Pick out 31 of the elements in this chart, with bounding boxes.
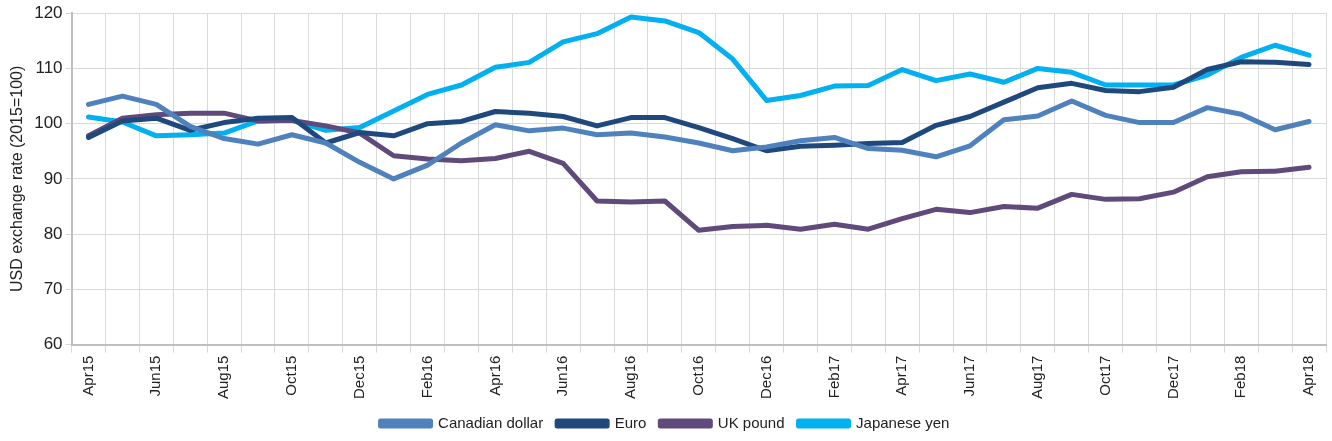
x-tick-label: Jun15 [146,355,164,397]
x-tick-label: Apr18 [1299,355,1317,396]
x-tick-label: Feb18 [1231,355,1249,399]
x-tick-label: Jun17 [960,355,978,397]
legend-label: UK pound [717,413,785,431]
y-tick-label: 70 [43,279,63,299]
x-tick-label: Aug16 [621,355,639,399]
x-tick-label: Dec17 [1163,355,1181,399]
x-tick-label: Oct16 [688,355,706,396]
x-tick-label: Apr17 [892,355,910,396]
legend-label: Euro [614,413,647,431]
y-tick-label: 60 [43,334,63,354]
x-tick-label: Oct15 [282,355,300,396]
x-tick-label: Dec16 [756,355,774,399]
x-tick-label: Dec15 [349,355,367,399]
x-tick-label: Feb17 [824,355,842,399]
x-tick-label: Apr15 [78,355,96,396]
x-tick-label: Feb16 [417,355,435,399]
y-tick-label: 120 [34,2,63,22]
y-axis-title: USD exchange rate (2015=100) [8,65,26,293]
x-tick-label: Jun16 [553,355,571,397]
x-tick-label: Aug15 [214,355,232,399]
x-tick-label: Oct17 [1095,355,1113,396]
x-tick-label: Aug17 [1027,355,1045,399]
y-tick-label: 110 [35,58,63,78]
y-tick-label: 90 [43,168,63,188]
legend-label: Canadian dollar [438,413,544,431]
legend-label: Japanese yen [856,413,950,431]
x-tick-label: Apr16 [485,355,503,396]
y-tick-label: 80 [43,223,63,243]
y-tick-label: 100 [34,113,63,133]
